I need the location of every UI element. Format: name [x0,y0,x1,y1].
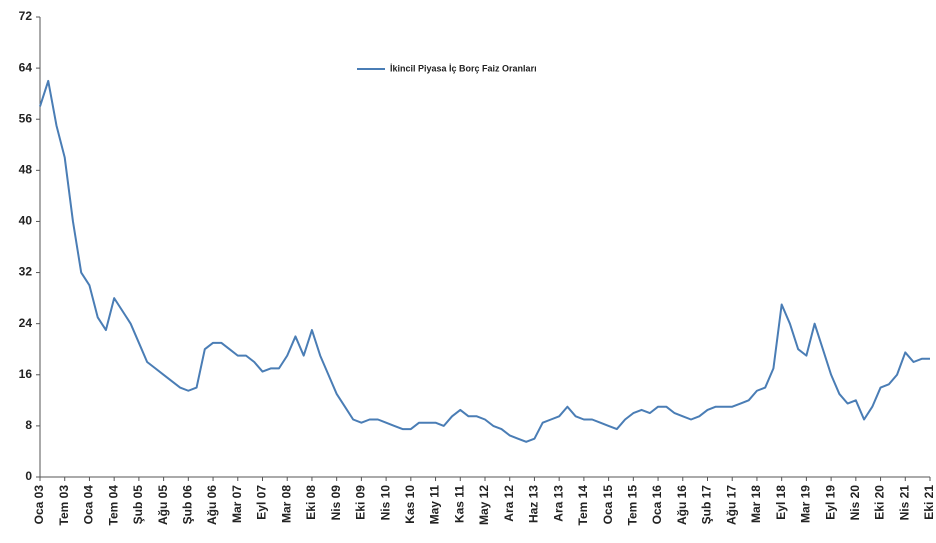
x-tick-label: Oca 15 [601,485,615,525]
y-tick-label: 56 [19,111,33,125]
x-tick-label: Ağu 06 [205,485,219,525]
y-tick-label: 32 [19,265,33,279]
x-tick-label: Ara 13 [551,485,565,522]
x-tick-label: Ara 12 [502,485,516,522]
y-tick-label: 72 [19,9,33,23]
x-tick-label: Ağu 05 [156,485,170,525]
x-tick-label: Oca 03 [32,485,46,525]
x-tick-label: Eyl 18 [774,485,788,520]
x-tick-label: Nis 09 [329,485,343,521]
series-line [39,79,930,443]
x-tick-label: Şub 06 [181,485,195,525]
x-tick-label: Haz 13 [527,485,541,523]
x-tick-label: Mar 19 [799,485,813,523]
x-tick-label: Tem 15 [626,485,640,526]
x-tick-label: Şub 05 [131,485,145,525]
x-tick-label: Mar 18 [749,485,763,523]
y-tick-label: 8 [25,418,32,432]
y-tick-label: 0 [25,469,32,483]
x-tick-label: Mar 08 [279,485,293,523]
x-tick-label: Eyl 19 [823,485,837,520]
y-tick-label: 16 [19,367,33,381]
x-tick-label: Eki 08 [304,485,318,520]
y-tick-label: 48 [19,163,33,177]
x-tick-label: Eki 20 [873,485,887,520]
x-tick-label: Eyl 07 [255,485,269,520]
x-tick-label: Oca 16 [650,485,664,525]
x-tick-label: Şub 17 [700,485,714,525]
x-tick-label: Nis 10 [378,485,392,521]
x-tick-label: Eki 09 [354,485,368,520]
x-tick-label: Mar 07 [230,485,244,523]
x-tick-label: Tem 03 [57,485,71,526]
x-tick-label: May 11 [428,485,442,525]
x-tick-label: Kas 10 [403,485,417,524]
x-tick-label: Ağu 17 [724,485,738,525]
x-tick-label: Ağu 16 [675,485,689,525]
y-tick-label: 40 [19,214,33,228]
legend-label: İkincil Piyasa İç Borç Faiz Oranları [390,63,537,73]
x-tick-label: Oca 04 [82,485,96,525]
y-tick-label: 64 [19,60,33,74]
x-tick-label: Kas 11 [452,485,466,523]
x-tick-label: May 12 [477,485,491,525]
x-tick-label: Nis 21 [897,485,911,521]
x-tick-label: Nis 20 [848,485,862,521]
y-tick-label: 24 [19,316,33,330]
x-tick-label: Eki 21 [922,485,936,520]
x-tick-label: Tem 04 [106,485,120,526]
x-tick-label: Tem 14 [576,485,590,526]
